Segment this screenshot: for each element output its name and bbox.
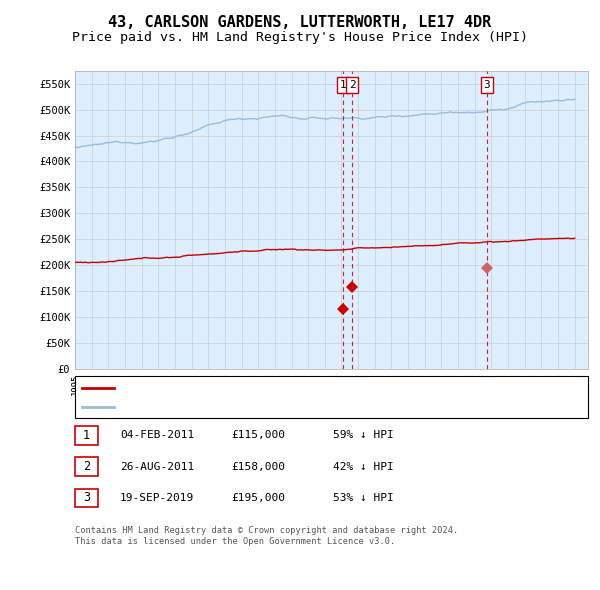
Text: 26-AUG-2011: 26-AUG-2011 — [120, 462, 194, 471]
Text: Price paid vs. HM Land Registry's House Price Index (HPI): Price paid vs. HM Land Registry's House … — [72, 31, 528, 44]
Text: 43, CARLSON GARDENS, LUTTERWORTH, LE17 4DR (detached house): 43, CARLSON GARDENS, LUTTERWORTH, LE17 4… — [119, 383, 466, 393]
Text: £158,000: £158,000 — [231, 462, 285, 471]
Text: Contains HM Land Registry data © Crown copyright and database right 2024.
This d: Contains HM Land Registry data © Crown c… — [75, 526, 458, 546]
Text: HPI: Average price, detached house, Harborough: HPI: Average price, detached house, Harb… — [119, 402, 389, 412]
Text: 59% ↓ HPI: 59% ↓ HPI — [333, 431, 394, 440]
Text: 43, CARLSON GARDENS, LUTTERWORTH, LE17 4DR: 43, CARLSON GARDENS, LUTTERWORTH, LE17 4… — [109, 15, 491, 30]
Text: 3: 3 — [484, 80, 490, 90]
Text: 42% ↓ HPI: 42% ↓ HPI — [333, 462, 394, 471]
Text: 19-SEP-2019: 19-SEP-2019 — [120, 493, 194, 503]
Text: £115,000: £115,000 — [231, 431, 285, 440]
Text: 2: 2 — [83, 460, 90, 473]
Text: £195,000: £195,000 — [231, 493, 285, 503]
Text: 1: 1 — [83, 429, 90, 442]
Text: 2: 2 — [349, 80, 356, 90]
Text: 53% ↓ HPI: 53% ↓ HPI — [333, 493, 394, 503]
Text: 1: 1 — [340, 80, 346, 90]
Text: 04-FEB-2011: 04-FEB-2011 — [120, 431, 194, 440]
Text: 3: 3 — [83, 491, 90, 504]
